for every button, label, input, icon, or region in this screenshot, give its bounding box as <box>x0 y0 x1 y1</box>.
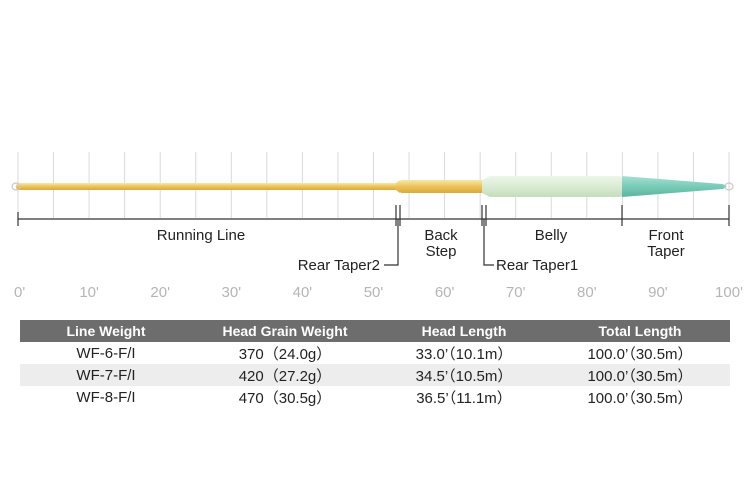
ruler-tick-label: 100' <box>715 284 743 301</box>
cell-line-weight: WF-8-F/I <box>76 388 136 406</box>
segment-dimension-line <box>17 205 730 226</box>
running-line-label: Running Line <box>157 227 245 244</box>
header-total-length: Total Length <box>550 320 730 342</box>
back-step <box>400 180 484 193</box>
ruler-tick-label: 80' <box>577 284 597 301</box>
ruler-tick-label: 10' <box>79 284 99 301</box>
back-step-label-line2: Step <box>426 243 457 260</box>
cell-total-length: 100.0’（30.5m） <box>587 345 693 363</box>
fly-line-taper-diagram: Running Line Rear Taper2 Back Step Rear … <box>11 152 743 301</box>
header-line-weight: Line Weight <box>20 320 192 342</box>
line-spec-table: Line Weight Head Grain Weight Head Lengt… <box>20 320 730 408</box>
rear-loop <box>11 182 21 191</box>
ruler-tick-label: 0' <box>14 284 25 301</box>
table-row: WF-6-F/I 370（24.0g） 33.0’（10.1m） 100.0’（… <box>20 342 730 364</box>
cell-total-length: 100.0’（30.5m） <box>587 389 693 407</box>
ruler-tick-label: 40' <box>293 284 313 301</box>
rear-taper2-label: Rear Taper2 <box>298 257 380 274</box>
cell-total-length: 100.0’（30.5m） <box>550 364 730 386</box>
table-row: WF-8-F/I 470（30.5g） 36.5’（11.1m） 100.0’（… <box>20 386 730 408</box>
cell-line-weight: WF-6-F/I <box>76 344 136 362</box>
belly <box>486 176 624 197</box>
ruler-tick-label: 50' <box>364 284 384 301</box>
table-row: WF-7-F/I 420（27.2g） 34.5’（10.5m） 100.0’（… <box>20 364 730 386</box>
front-loop <box>724 182 734 191</box>
header-head-grain-weight: Head Grain Weight <box>192 320 378 342</box>
table-header-row: Line Weight Head Grain Weight Head Lengt… <box>20 320 730 342</box>
cell-head-grain-weight: 470（30.5g） <box>238 389 332 407</box>
running-line <box>16 183 398 190</box>
ruler-tick-label: 30' <box>222 284 242 301</box>
ruler-tick-label: 60' <box>435 284 455 301</box>
header-head-length: Head Length <box>378 320 550 342</box>
cell-line-weight: WF-7-F/I <box>20 364 192 386</box>
back-step-label-line1: Back <box>424 227 458 244</box>
cell-head-length: 33.0’（10.1m） <box>415 345 513 363</box>
front-taper-label-line1: Front <box>648 227 684 244</box>
callout-leaders <box>384 219 494 266</box>
front-taper <box>622 176 727 197</box>
cell-head-length: 36.5’（11.1m） <box>416 389 512 407</box>
cell-head-grain-weight: 370（24.0g） <box>238 345 332 363</box>
cell-head-length: 34.5’（10.5m） <box>378 364 550 386</box>
ruler-tick-labels: 0' 10' 20' 30' 40' 50' 60' 70' 80' 90' 100' <box>14 284 743 301</box>
belly-label: Belly <box>535 227 568 244</box>
ruler-tick-label: 70' <box>506 284 526 301</box>
front-taper-label-line2: Taper <box>647 243 685 260</box>
ruler-tick-label: 20' <box>150 284 170 301</box>
ruler-tick-label: 90' <box>648 284 668 301</box>
rear-taper1-label: Rear Taper1 <box>496 257 578 274</box>
cell-head-grain-weight: 420（27.2g） <box>192 364 378 386</box>
rear-taper2 <box>396 180 400 193</box>
